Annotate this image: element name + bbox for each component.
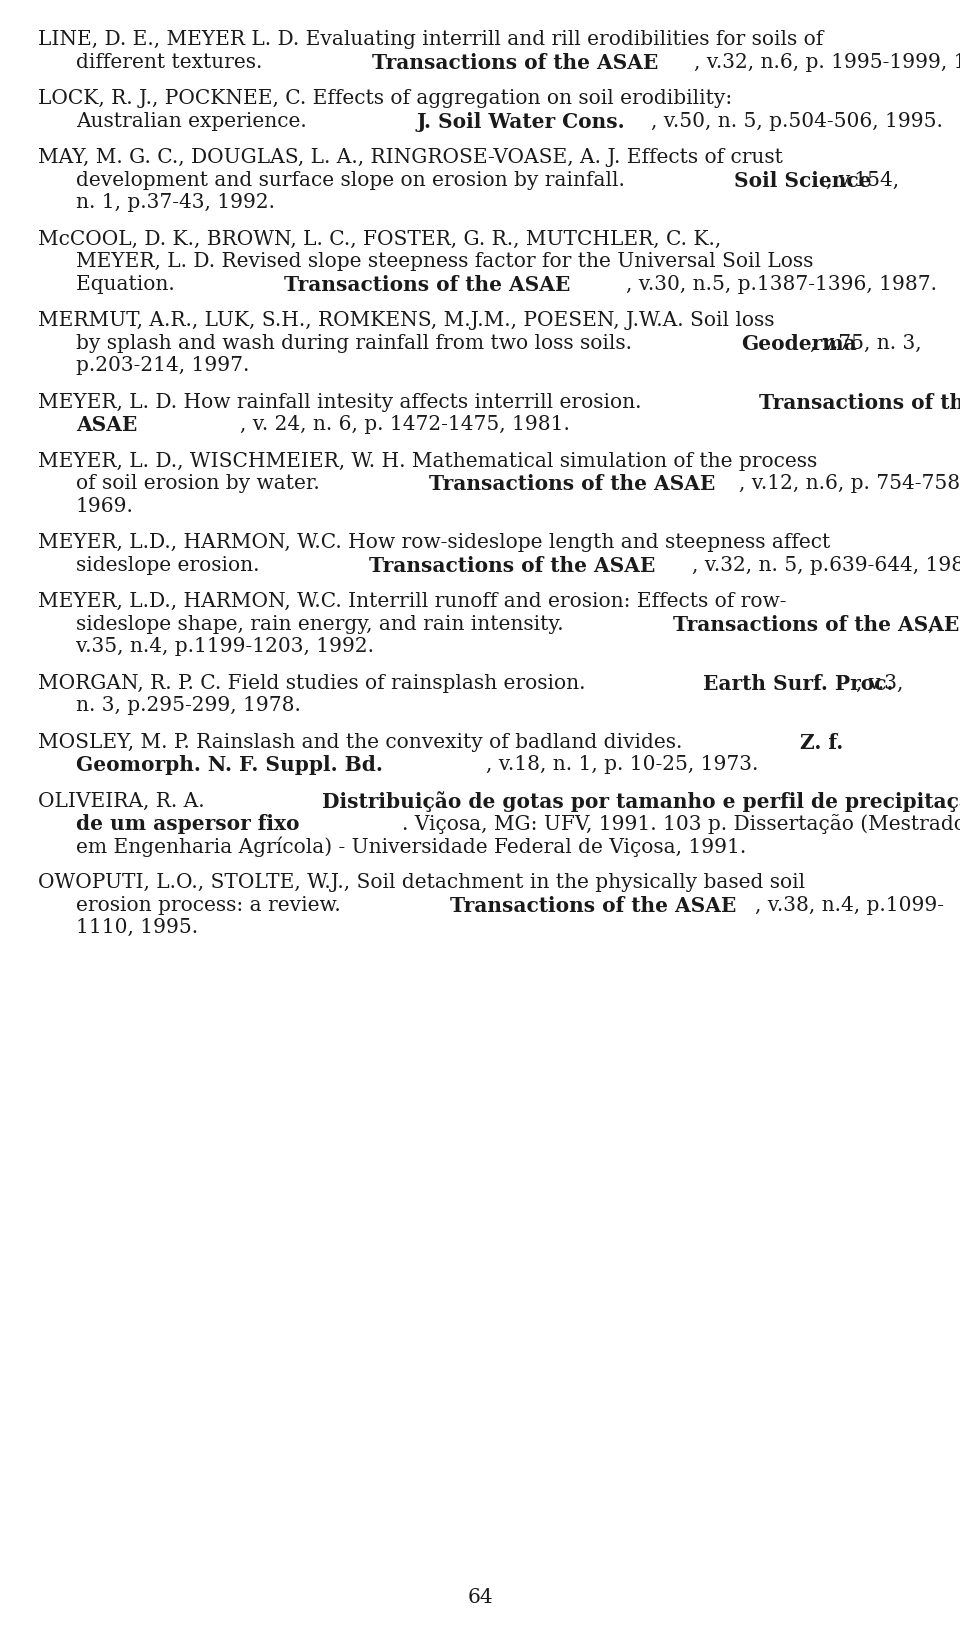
Text: Transactions of the ASAE: Transactions of the ASAE (369, 555, 655, 576)
Text: MEYER, L.D., HARMON, W.C. How row-sideslope length and steepness affect: MEYER, L.D., HARMON, W.C. How row-sidesl… (38, 534, 830, 552)
Text: MAY, M. G. C., DOUGLAS, L. A., RINGROSE-VOASE, A. J. Effects of crust: MAY, M. G. C., DOUGLAS, L. A., RINGROSE-… (38, 148, 782, 168)
Text: MEYER, L.D., HARMON, W.C. Interrill runoff and erosion: Effects of row-: MEYER, L.D., HARMON, W.C. Interrill runo… (38, 592, 786, 612)
Text: Distribuição de gotas por tamanho e perfil de precipitação: Distribuição de gotas por tamanho e perf… (323, 791, 960, 812)
Text: v.35, n.4, p.1199-1203, 1992.: v.35, n.4, p.1199-1203, 1992. (76, 638, 374, 656)
Text: ,: , (927, 615, 934, 633)
Text: Z. f.: Z. f. (801, 732, 844, 753)
Text: MERMUT, A.R., LUK, S.H., ROMKENS, M.J.M., POESEN, J.W.A. Soil loss: MERMUT, A.R., LUK, S.H., ROMKENS, M.J.M.… (38, 311, 775, 330)
Text: Geomorph. N. F. Suppl. Bd.: Geomorph. N. F. Suppl. Bd. (76, 755, 383, 774)
Text: OWOPUTI, L.O., STOLTE, W.J., Soil detachment in the physically based soil: OWOPUTI, L.O., STOLTE, W.J., Soil detach… (38, 874, 805, 892)
Text: . Viçosa, MG: UFV, 1991. 103 p. Dissertação (Mestrado: . Viçosa, MG: UFV, 1991. 103 p. Disserta… (402, 814, 960, 835)
Text: , v.38, n.4, p.1099-: , v.38, n.4, p.1099- (755, 895, 944, 914)
Text: , v.32, n. 5, p.639-644, 1989.: , v.32, n. 5, p.639-644, 1989. (692, 555, 960, 574)
Text: MORGAN, R. P. C. Field studies of rainsplash erosion.: MORGAN, R. P. C. Field studies of rainsp… (38, 674, 592, 693)
Text: p.203-214, 1997.: p.203-214, 1997. (76, 356, 250, 374)
Text: , v.75, n. 3,: , v.75, n. 3, (810, 334, 922, 353)
Text: Transactions of the ASAE: Transactions of the ASAE (673, 615, 959, 635)
Text: Transactions of the ASAE: Transactions of the ASAE (284, 275, 570, 294)
Text: J. Soil Water Cons.: J. Soil Water Cons. (416, 112, 625, 132)
Text: de um aspersor fixo: de um aspersor fixo (76, 814, 300, 835)
Text: Equation.: Equation. (76, 275, 181, 293)
Text: 1110, 1995.: 1110, 1995. (76, 918, 198, 937)
Text: Transactions of the: Transactions of the (759, 392, 960, 413)
Text: n. 3, p.295-299, 1978.: n. 3, p.295-299, 1978. (76, 696, 300, 714)
Text: erosion process: a review.: erosion process: a review. (76, 895, 348, 914)
Text: sideslope shape, rain energy, and rain intensity.: sideslope shape, rain energy, and rain i… (76, 615, 570, 633)
Text: , v.18, n. 1, p. 10-25, 1973.: , v.18, n. 1, p. 10-25, 1973. (486, 755, 758, 774)
Text: LINE, D. E., MEYER L. D. Evaluating interrill and rill erodibilities for soils o: LINE, D. E., MEYER L. D. Evaluating inte… (38, 29, 824, 49)
Text: , v.32, n.6, p. 1995-1999, 1989.: , v.32, n.6, p. 1995-1999, 1989. (694, 52, 960, 72)
Text: , v.30, n.5, p.1387-1396, 1987.: , v.30, n.5, p.1387-1396, 1987. (626, 275, 937, 293)
Text: em Engenharia Agrícola) - Universidade Federal de Viçosa, 1991.: em Engenharia Agrícola) - Universidade F… (76, 836, 746, 857)
Text: by splash and wash during rainfall from two loss soils.: by splash and wash during rainfall from … (76, 334, 638, 353)
Text: , v.154,: , v.154, (827, 171, 900, 189)
Text: development and surface slope on erosion by rainfall.: development and surface slope on erosion… (76, 171, 632, 189)
Text: MEYER, L. D. Revised slope steepness factor for the Universal Soil Loss: MEYER, L. D. Revised slope steepness fac… (76, 252, 813, 272)
Text: n. 1, p.37-43, 1992.: n. 1, p.37-43, 1992. (76, 194, 275, 212)
Text: McCOOL, D. K., BROWN, L. C., FOSTER, G. R., MUTCHLER, C. K.,: McCOOL, D. K., BROWN, L. C., FOSTER, G. … (38, 229, 721, 249)
Text: MEYER, L. D. How rainfall intesity affects interrill erosion.: MEYER, L. D. How rainfall intesity affec… (38, 392, 648, 412)
Text: sideslope erosion.: sideslope erosion. (76, 555, 266, 574)
Text: , v.12, n.6, p. 754-758,: , v.12, n.6, p. 754-758, (739, 473, 960, 493)
Text: ASAE: ASAE (76, 415, 137, 434)
Text: Soil Science: Soil Science (734, 171, 872, 190)
Text: Transactions of the ASAE: Transactions of the ASAE (450, 895, 736, 916)
Text: OLIVEIRA, R. A.: OLIVEIRA, R. A. (38, 791, 211, 810)
Text: Geoderma: Geoderma (741, 334, 857, 353)
Text: MOSLEY, M. P. Rainslash and the convexity of badland divides.: MOSLEY, M. P. Rainslash and the convexit… (38, 732, 688, 752)
Text: Earth Surf. Proc.: Earth Surf. Proc. (704, 674, 894, 693)
Text: MEYER, L. D., WISCHMEIER, W. H. Mathematical simulation of the process: MEYER, L. D., WISCHMEIER, W. H. Mathemat… (38, 452, 817, 470)
Text: Transactions of the ASAE: Transactions of the ASAE (372, 52, 658, 73)
Text: 1969.: 1969. (76, 496, 133, 516)
Text: of soil erosion by water.: of soil erosion by water. (76, 473, 326, 493)
Text: different textures.: different textures. (76, 52, 269, 72)
Text: 64: 64 (468, 1588, 492, 1607)
Text: , v. 24, n. 6, p. 1472-1475, 1981.: , v. 24, n. 6, p. 1472-1475, 1981. (240, 415, 570, 434)
Text: LOCK, R. J., POCKNEE, C. Effects of aggregation on soil erodibility:: LOCK, R. J., POCKNEE, C. Effects of aggr… (38, 89, 732, 107)
Text: Transactions of the ASAE: Transactions of the ASAE (429, 473, 715, 495)
Text: Australian experience.: Australian experience. (76, 112, 313, 130)
Text: , v.50, n. 5, p.504-506, 1995.: , v.50, n. 5, p.504-506, 1995. (651, 112, 943, 130)
Text: , v.3,: , v.3, (855, 674, 903, 693)
